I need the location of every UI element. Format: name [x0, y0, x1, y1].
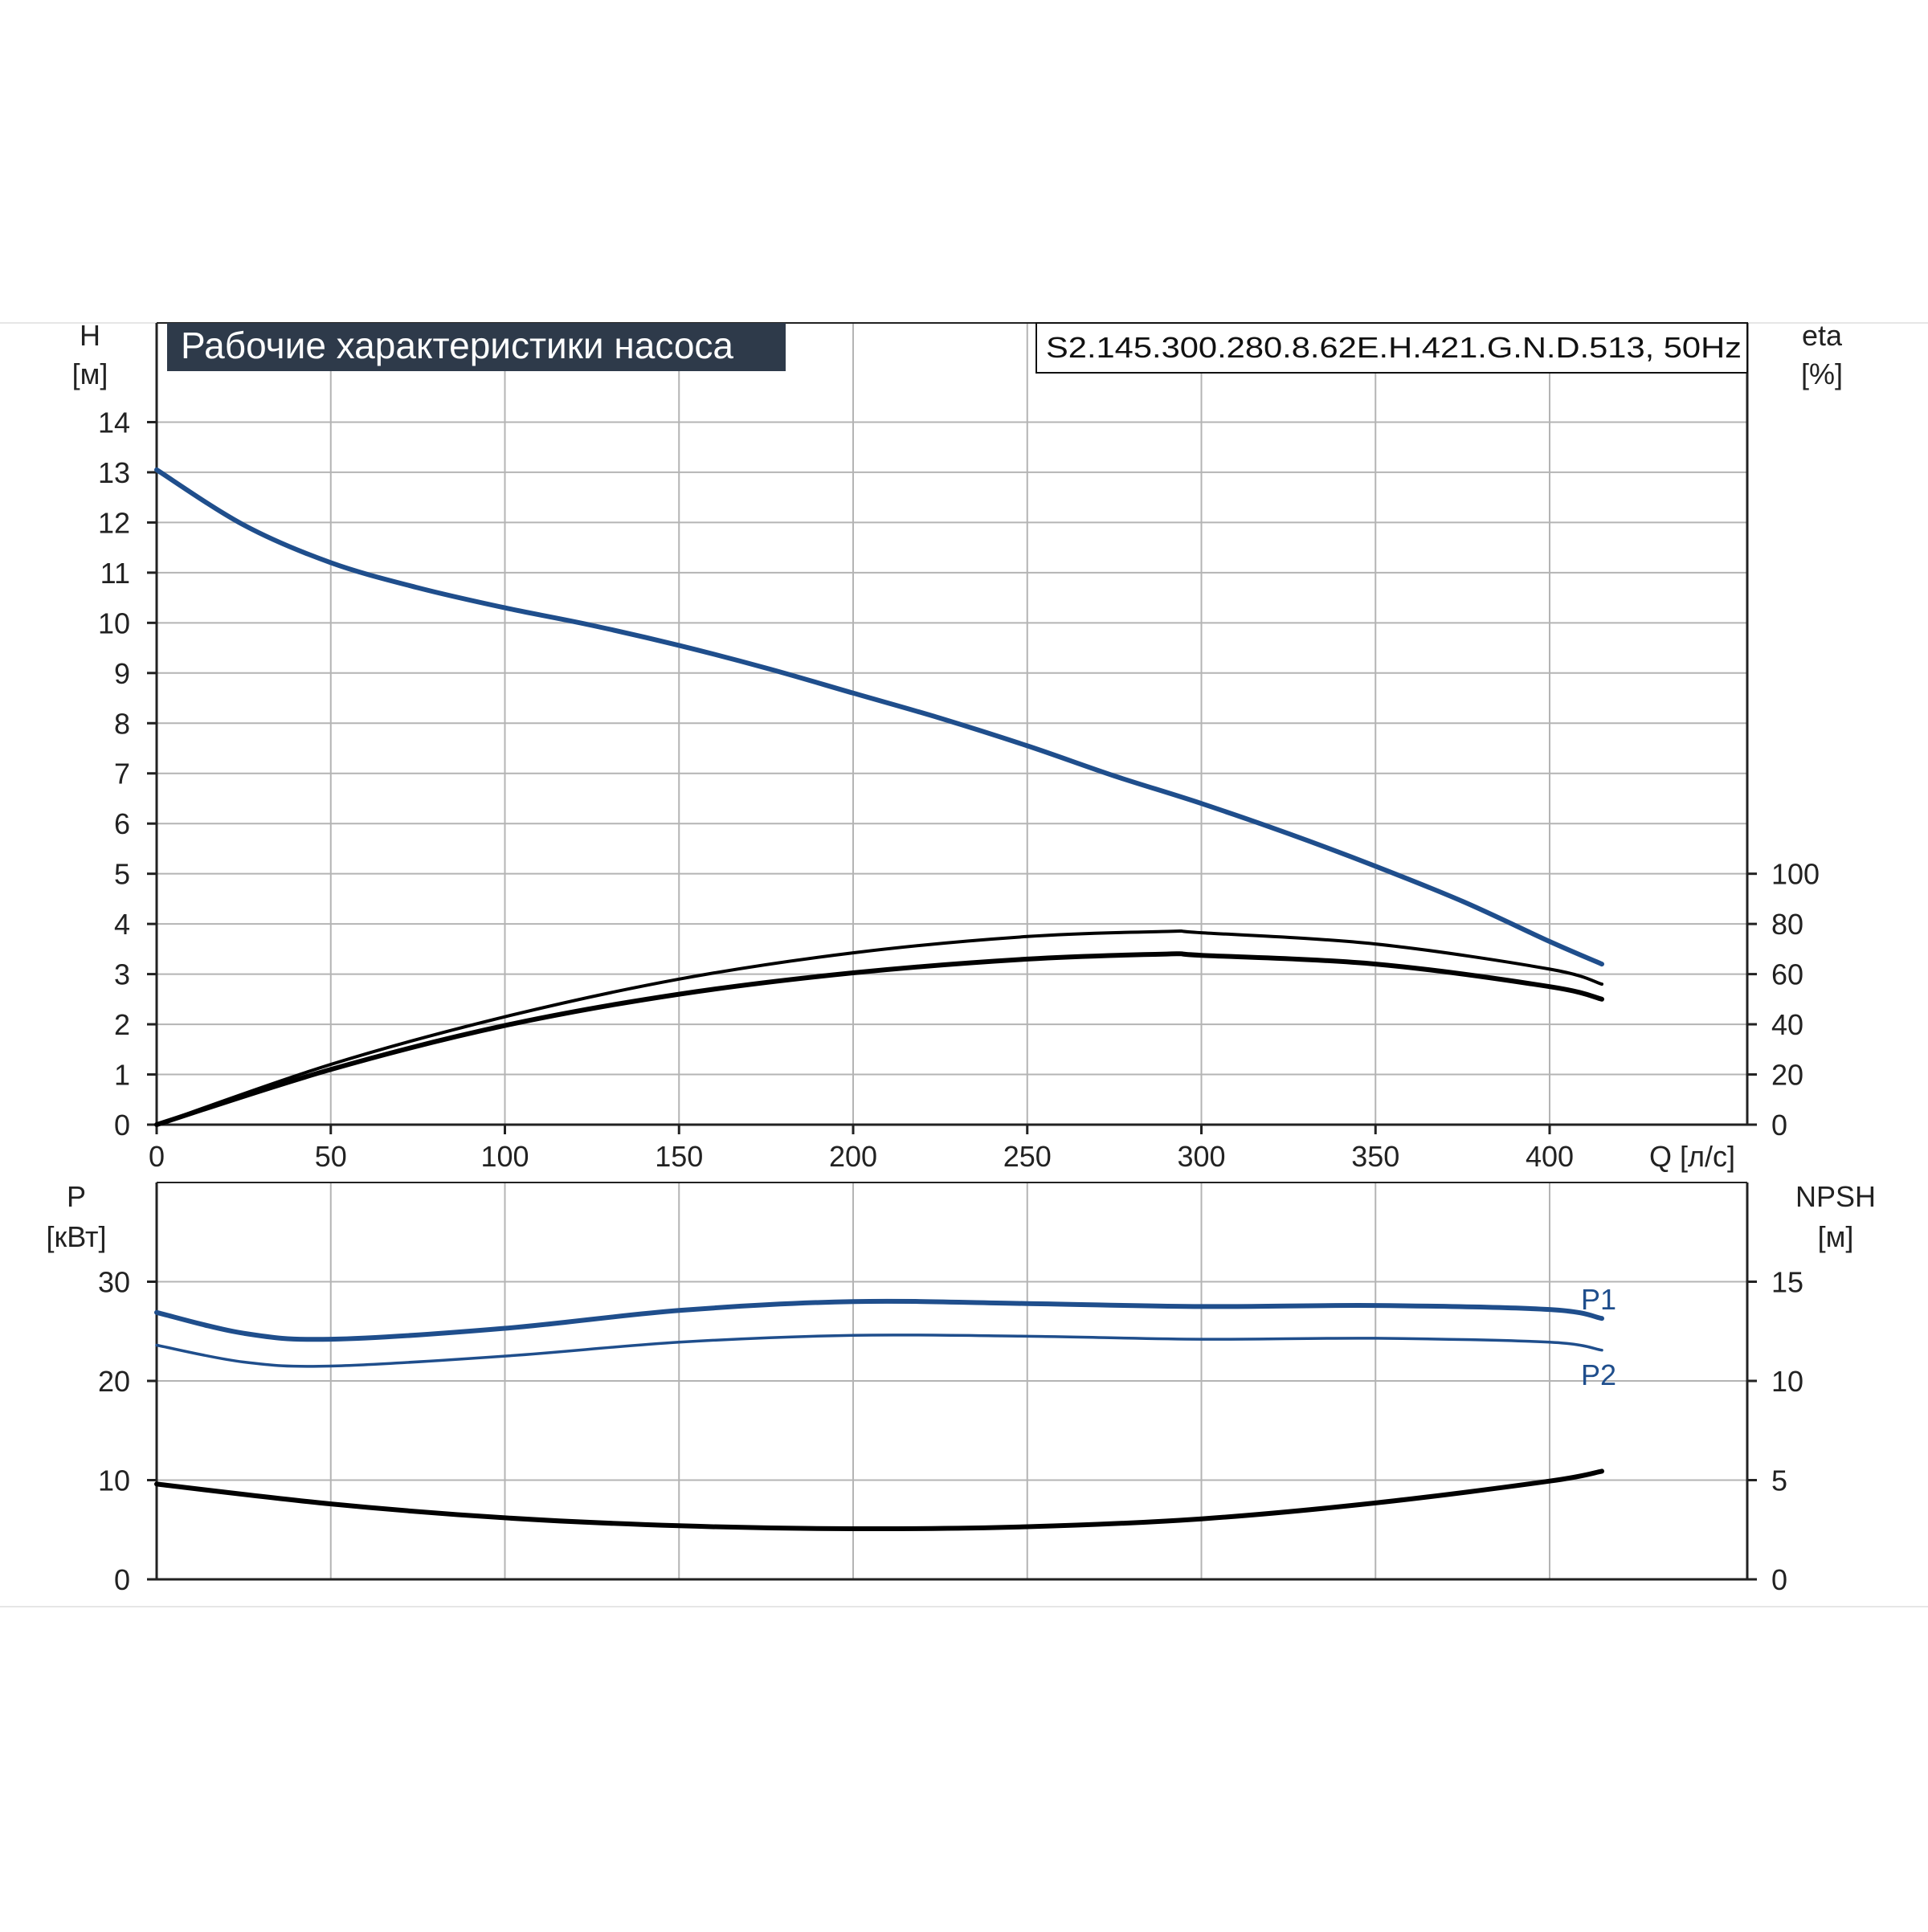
y-tick-label: 13 — [98, 456, 130, 489]
power-axis-label-symbol: P — [67, 1180, 86, 1213]
bottom-axes: 0 10 20 30 0 5 10 15 — [98, 1182, 1803, 1596]
power-tick-label: 20 — [98, 1365, 130, 1398]
x-tick-label: 50 — [315, 1140, 347, 1173]
chart-title: Рабочие характеристики насоса — [181, 325, 733, 366]
power-tick-label: 10 — [98, 1464, 130, 1497]
npsh-tick-label: 5 — [1771, 1464, 1787, 1497]
x-tick-label: 0 — [149, 1140, 165, 1173]
bottom-series — [154, 1298, 1604, 1532]
title-box — [167, 323, 786, 371]
bottom-chart: 0 10 20 30 0 5 10 15 P [кВт] NPSH [м] P1 P2 — [46, 1180, 1876, 1596]
y-tick-label: 10 — [98, 607, 130, 639]
model-box — [1035, 322, 1748, 374]
y-tick-label: 2 — [114, 1008, 130, 1041]
y-tick-label: 1 — [114, 1059, 130, 1092]
x-axis-label: Q [л/с] — [1649, 1140, 1735, 1173]
npsh-tick-label: 0 — [1771, 1563, 1787, 1596]
y2-tick-label: 20 — [1771, 1059, 1803, 1092]
series-label-p1: P1 — [1581, 1283, 1616, 1316]
y-tick-label: 4 — [114, 908, 130, 941]
y2-tick-label: 100 — [1771, 858, 1820, 891]
y-tick-label: 8 — [114, 707, 130, 740]
top-series — [154, 467, 1604, 1127]
p2-curve — [155, 1334, 1603, 1368]
head-curve — [154, 467, 1604, 967]
y-tick-label: 11 — [100, 557, 130, 590]
series-label-p2: P2 — [1581, 1358, 1616, 1391]
efficiency-curve-2 — [154, 951, 1604, 1127]
y-axis-label-symbol: H — [80, 319, 100, 352]
efficiency-curve-1 — [155, 929, 1603, 1126]
x-tick-label: 350 — [1351, 1140, 1399, 1173]
y-tick-label: 7 — [114, 758, 130, 790]
model-label: S2.145.300.280.8.62E.H.421.G.N.D.513, 50… — [1046, 331, 1742, 364]
y-tick-label: 3 — [114, 958, 130, 991]
npsh-axis-label-symbol: NPSH — [1795, 1180, 1876, 1213]
x-tick-label: 400 — [1526, 1140, 1574, 1173]
y-tick-label: 14 — [98, 406, 130, 439]
y-tick-label: 5 — [114, 858, 130, 891]
y2-tick-label: 0 — [1771, 1109, 1787, 1142]
y2-tick-label: 80 — [1771, 908, 1803, 941]
y-tick-label: 0 — [114, 1109, 130, 1142]
bottom-grid — [156, 1182, 1747, 1580]
p1-curve — [154, 1298, 1604, 1342]
y-tick-label: 6 — [114, 807, 130, 840]
npsh-curve — [154, 1468, 1604, 1532]
x-tick-label: 150 — [655, 1140, 703, 1173]
npsh-axis-label-unit: [м] — [1818, 1220, 1854, 1253]
x-tick-label: 100 — [480, 1140, 529, 1173]
power-tick-label: 30 — [98, 1266, 130, 1299]
y2-tick-label: 40 — [1771, 1008, 1803, 1041]
power-tick-label: 0 — [114, 1563, 130, 1596]
y-axis-label-unit: [м] — [72, 357, 108, 390]
y-tick-label: 12 — [98, 506, 130, 539]
npsh-tick-label: 15 — [1771, 1266, 1803, 1299]
y-tick-label: 9 — [114, 657, 130, 690]
x-tick-label: 250 — [1003, 1140, 1052, 1173]
y2-tick-label: 60 — [1771, 958, 1803, 991]
x-tick-label: 300 — [1177, 1140, 1225, 1173]
y2-axis-label-unit: [%] — [1801, 357, 1843, 390]
npsh-tick-label: 10 — [1771, 1365, 1803, 1398]
x-tick-label: 200 — [829, 1140, 877, 1173]
y2-axis-label-symbol: eta — [1802, 319, 1843, 352]
power-axis-label-unit: [кВт] — [46, 1220, 106, 1253]
